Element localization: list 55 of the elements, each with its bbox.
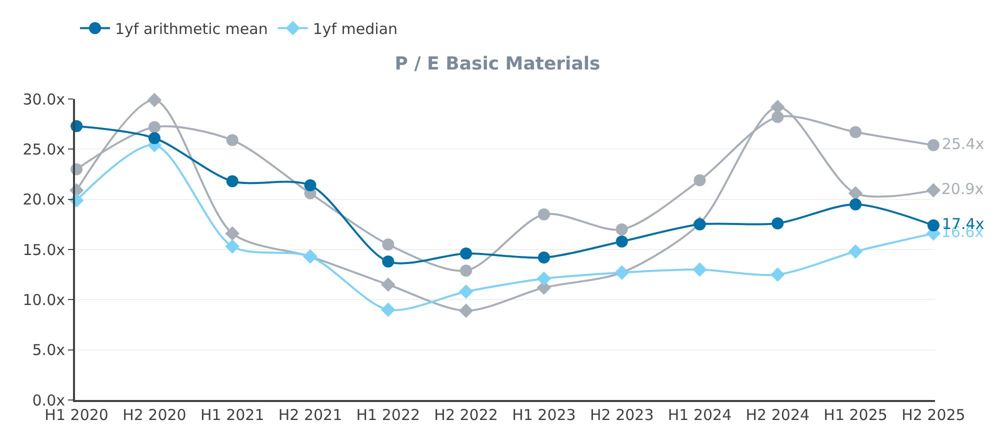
x-tick-label: H2 2023: [590, 406, 654, 424]
y-tick-label: 25.0x: [22, 140, 66, 158]
point: [538, 208, 550, 220]
y-tick-label: 20.0x: [22, 190, 66, 209]
point: [538, 252, 550, 264]
point: [536, 271, 552, 286]
x-tick-label: H2 2020: [122, 406, 186, 424]
point: [927, 139, 940, 152]
point: [226, 134, 238, 146]
x-tick-label: H1 2021: [200, 406, 264, 424]
y-tick-label: 30.0x: [22, 90, 66, 108]
x-tick-label: H2 2024: [746, 406, 810, 424]
point: [926, 183, 941, 198]
point: [848, 244, 863, 259]
point: [772, 217, 784, 230]
x-tick-label: H2 2021: [278, 406, 342, 424]
data-label: 25.4x: [942, 134, 984, 153]
point: [460, 264, 472, 277]
x-tick-label: H1 2024: [668, 406, 732, 424]
point: [381, 302, 396, 317]
point: [304, 179, 316, 192]
point: [382, 256, 394, 268]
point: [225, 239, 240, 254]
point: [226, 175, 238, 188]
point: [381, 277, 396, 292]
point: [616, 235, 628, 248]
point: [694, 174, 706, 186]
x-tick-label: H2 2025: [902, 406, 966, 424]
y-tick-label: 10.0x: [22, 290, 66, 309]
x-tick-label: H1 2022: [356, 406, 420, 424]
x-tick-label: H1 2025: [824, 406, 888, 424]
data-label: 20.9x: [941, 180, 984, 198]
point: [772, 111, 784, 124]
point: [147, 92, 162, 108]
point: [225, 226, 240, 241]
point: [382, 238, 394, 250]
point: [458, 304, 474, 318]
point: [850, 198, 862, 210]
point: [692, 262, 707, 277]
legend-label: 1yf arithmetic mean: [115, 20, 268, 38]
point: [460, 248, 472, 260]
point: [848, 186, 863, 200]
x-tick-label: H1 2023: [512, 406, 576, 424]
y-tick-label: 15.0x: [22, 240, 66, 259]
point: [148, 132, 160, 144]
point: [616, 223, 628, 236]
y-tick-label: 5.0x: [32, 341, 66, 360]
legend-label: 1yf median: [312, 20, 398, 38]
point: [850, 126, 862, 138]
point: [927, 219, 940, 232]
x-tick-label: H2 2022: [434, 406, 498, 424]
point: [458, 284, 474, 299]
point: [770, 267, 785, 282]
chart-title: P / E Basic Materials: [394, 53, 600, 74]
point: [148, 121, 160, 134]
